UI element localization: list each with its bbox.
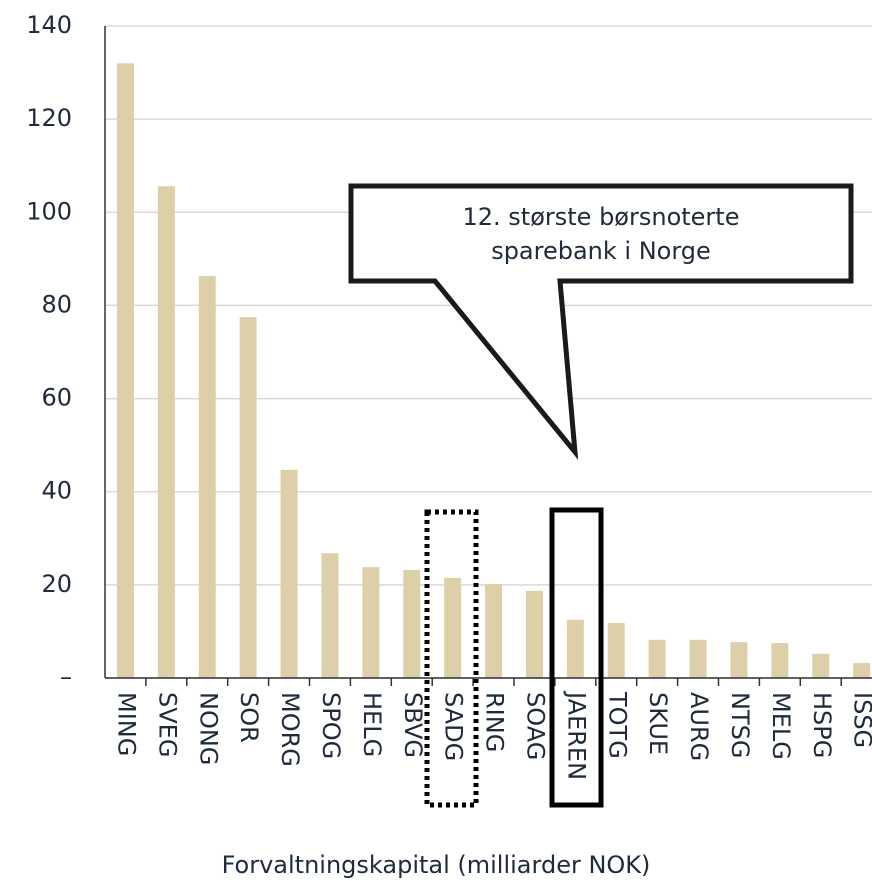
- x-tick-label: MORG: [276, 692, 304, 767]
- y-tick-label: 100: [26, 197, 72, 225]
- highlight-dotted: [424, 509, 479, 808]
- bar: [280, 469, 298, 678]
- x-tick-label: SVEG: [153, 692, 181, 757]
- y-tick-label: 140: [26, 11, 72, 39]
- bar: [116, 63, 134, 678]
- bar: [321, 553, 339, 678]
- axis-layer: – 20 40 60 80 100 120 140 MING SVEG NONG SOR MORG SPO…: [26, 11, 872, 780]
- x-tick-label: SPOG: [317, 692, 345, 759]
- x-tick-label: SADG: [440, 692, 468, 761]
- callout: [348, 183, 854, 460]
- x-tick-label: TOTG: [603, 691, 631, 759]
- x-tick-label: JAEREN: [562, 690, 590, 780]
- x-tick-label: MELG: [767, 692, 795, 760]
- bar: [566, 619, 584, 678]
- bar: [444, 577, 462, 678]
- bar: [689, 639, 707, 678]
- bar: [771, 643, 789, 678]
- x-tick-label: RING: [481, 692, 509, 752]
- bar: [485, 583, 503, 678]
- bar: [362, 567, 380, 678]
- x-tick-label: SOR: [235, 692, 263, 743]
- bar: [198, 276, 216, 678]
- bar: [239, 317, 257, 678]
- x-tick-label: MING: [112, 692, 140, 756]
- grid-layer: [105, 25, 872, 679]
- bar: [853, 663, 871, 678]
- x-tick-label: NONG: [194, 692, 222, 765]
- y-tick-label: 60: [41, 384, 72, 412]
- annotation-line: 12. største børsnoterte: [463, 203, 740, 231]
- y-tick-label: 20: [41, 570, 72, 598]
- y-tick-label: –: [60, 663, 72, 691]
- x-axis-label: Forvaltningskapital (milliarder NOK): [222, 851, 651, 879]
- bar: [607, 623, 625, 678]
- bar-layer: [116, 63, 871, 678]
- x-tick-label: SOAG: [521, 692, 549, 760]
- bar: [525, 590, 543, 678]
- x-tick-label: HELG: [358, 692, 386, 757]
- x-tick-label: ISSG: [849, 692, 872, 748]
- annotation-line: sparebank i Norge: [491, 237, 711, 265]
- x-tick-label: SBVG: [399, 692, 427, 758]
- bar: [812, 653, 830, 678]
- bar: [648, 639, 666, 678]
- bar: [403, 569, 421, 678]
- highlight-solid: [549, 507, 604, 808]
- bar: [730, 642, 748, 678]
- bar: [157, 186, 175, 678]
- x-tick-label: HSPG: [808, 692, 836, 758]
- y-tick-label: 40: [41, 477, 72, 505]
- x-tick-label: SKUE: [644, 692, 672, 755]
- y-tick-label: 80: [41, 290, 72, 318]
- y-tick-label: 120: [26, 104, 72, 132]
- x-tick-label: AURG: [685, 692, 713, 761]
- x-tick-label: NTSG: [726, 692, 754, 758]
